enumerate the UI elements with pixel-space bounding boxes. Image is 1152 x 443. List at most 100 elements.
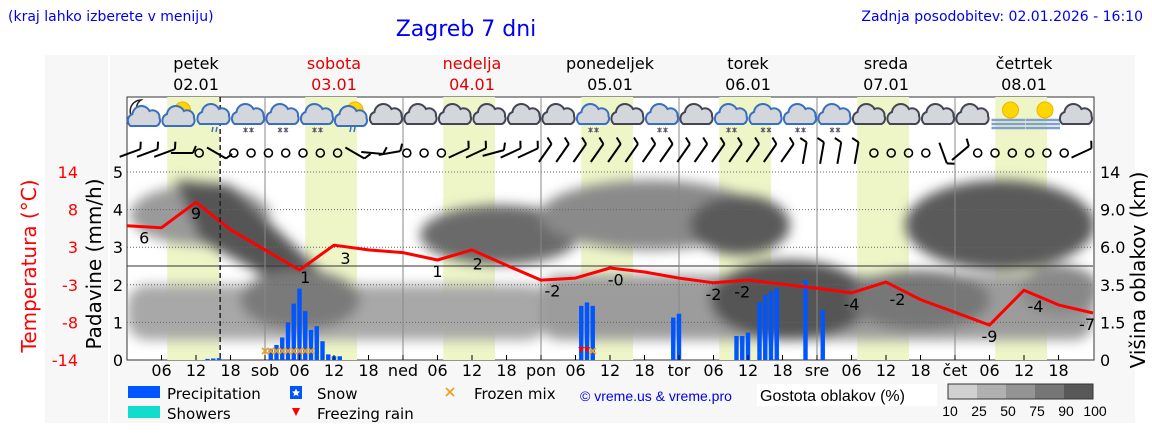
precip-bar	[320, 341, 325, 360]
x-tick-label: 18	[220, 361, 240, 380]
temperature-label: 2	[473, 254, 483, 273]
day-name: četrtek	[996, 54, 1054, 73]
wind-calm-icon	[903, 148, 914, 158]
frozen-mix-marker	[290, 347, 298, 355]
cloud-density-label: Gostota oblakov (%)	[760, 388, 905, 405]
cloud-sleet-icon	[299, 103, 335, 133]
precip-bar	[308, 329, 314, 360]
day-name: nedelja	[443, 54, 502, 73]
cloud-snow-icon	[782, 103, 818, 133]
precip-tick-label: 4	[113, 201, 123, 220]
temperature-label: -2	[734, 283, 750, 302]
density-swatch	[977, 384, 1006, 399]
temp-axis-title: Temperatura (°C)	[17, 179, 41, 353]
precip-bar	[326, 354, 331, 360]
density-swatch	[1006, 384, 1035, 399]
sun-cloud-icon	[161, 101, 196, 127]
precip-bar	[268, 348, 273, 360]
x-tick-label: 06	[565, 361, 585, 380]
x-tick-label: 18	[358, 361, 378, 380]
precip-bar	[820, 309, 825, 360]
wind-calm-icon	[1024, 148, 1035, 158]
x-tick-label: ned	[388, 361, 418, 380]
legend-precipitation-swatch	[128, 386, 160, 398]
x-tick-label: 12	[462, 361, 482, 380]
x-tick-label: 06	[841, 361, 861, 380]
precip-bar	[291, 303, 296, 360]
day-date: 07.01	[863, 75, 909, 94]
wind-barb-icon	[762, 136, 778, 163]
cloud-axis-title: Višina oblakov (km)	[1126, 172, 1150, 369]
frozen-mix-marker	[267, 347, 275, 355]
cloud-density-scale: 10 25 50 75 90 100	[942, 383, 1107, 419]
cloud-icon	[472, 103, 507, 125]
wind-calm-icon	[315, 148, 326, 158]
cloud-tick-label: 3.5	[1100, 276, 1125, 295]
wind-calm-icon	[972, 148, 983, 158]
cloud-tick-label: 0	[1100, 351, 1110, 370]
location-hint[interactable]: (kraj lahko izberete v meniju)	[8, 9, 214, 25]
legend-freezing-rain: Freezing rain	[317, 405, 414, 423]
legend-snow: Snow	[317, 385, 357, 403]
x-tick-label: 06	[289, 361, 309, 380]
freezing-rain-marker	[584, 347, 590, 353]
wind-barb-icon	[1071, 140, 1093, 159]
cloud-icon	[955, 103, 990, 125]
cloud-icon	[506, 103, 542, 125]
sun-fog-icon	[991, 101, 1026, 130]
legend-showers: Showers	[167, 405, 231, 423]
density-step-label: 100	[1083, 403, 1107, 419]
wind-barb-icon	[448, 140, 470, 159]
precip-bar	[671, 317, 676, 360]
wind-barb-icon	[153, 141, 177, 158]
precip-tick-label: 1	[113, 313, 123, 332]
wind-calm-icon	[436, 148, 447, 158]
wind-barb-icon	[659, 136, 674, 163]
wind-barb-icon	[816, 137, 825, 165]
x-tick-label: 12	[324, 361, 344, 380]
cloud-snow-icon	[817, 103, 852, 133]
cloud-density-label-bg	[757, 384, 937, 406]
wind-calm-icon	[280, 148, 291, 158]
density-step-label: 90	[1058, 403, 1074, 419]
precip-bar	[297, 288, 302, 360]
density-swatch	[948, 384, 977, 399]
cloud-snow-icon	[713, 103, 749, 133]
credit-link[interactable]: © vreme.us & vreme.pro	[580, 388, 732, 404]
sun-cloud-rain-icon	[333, 101, 369, 133]
temperature-label: -4	[844, 295, 860, 314]
cloud-snow-icon	[644, 103, 680, 133]
x-tick-label: 18	[772, 361, 792, 380]
wind-barb-icon	[624, 136, 639, 163]
density-step-label: 25	[971, 403, 987, 419]
density-step-label: 75	[1029, 403, 1045, 419]
wind-calm-icon	[332, 148, 343, 158]
wind-calm-icon	[246, 148, 256, 158]
temperature-label: 3	[340, 249, 350, 268]
temp-tick-label: 3	[68, 238, 78, 257]
page-title: Zagreb 7 dni	[396, 17, 537, 42]
precip-bar	[205, 358, 210, 360]
cloud-snow-icon	[748, 103, 783, 133]
day-name: torek	[727, 54, 769, 73]
sun-fog-icon	[1026, 101, 1060, 130]
wind-calm-icon	[1007, 148, 1018, 158]
day-date: 06.01	[725, 75, 771, 94]
wind-barb-icon	[641, 136, 657, 163]
temperature-label: 1	[300, 268, 310, 287]
wind-barb-icon	[938, 142, 955, 165]
x-tick-label: čet	[943, 361, 968, 380]
legend-showers-swatch	[128, 406, 160, 418]
last-updated: Zadnja posodobitev: 02.01.2026 - 16:10	[861, 9, 1143, 25]
x-tick-label: tor	[668, 361, 691, 380]
wind-barb-icon	[206, 146, 233, 160]
cloud-tick-label: 9.0	[1100, 201, 1125, 220]
x-tick-label: pon	[526, 361, 556, 380]
wind-calm-icon	[869, 148, 879, 158]
frozen-mix-marker	[307, 347, 315, 355]
temperature-line	[126, 200, 1094, 327]
precip-axis-title: Padavine (mm/h)	[82, 178, 106, 349]
wind-calm-icon	[401, 148, 412, 158]
